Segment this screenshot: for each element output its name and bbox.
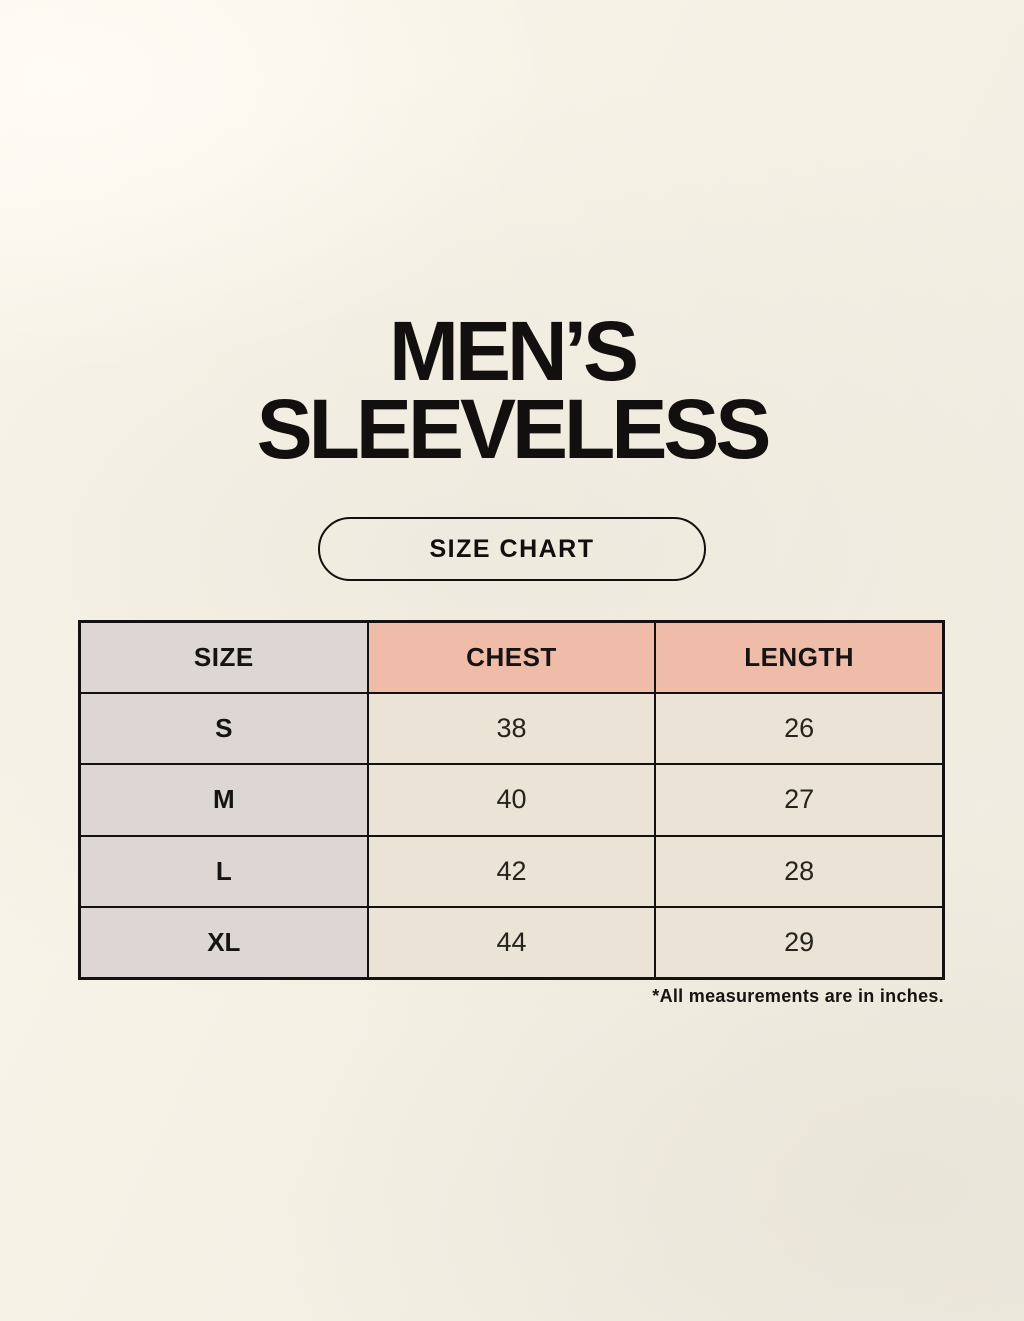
column-header-chest: CHEST [368, 623, 655, 693]
chest-value-l: 42 [368, 836, 655, 906]
size-label-s: S [81, 694, 367, 764]
size-label-m: M [81, 765, 367, 835]
length-value-m: 27 [656, 765, 942, 835]
length-value-s: 26 [656, 694, 942, 764]
size-chart-badge-label: SIZE CHART [429, 534, 595, 563]
page-title: MEN’S SLEEVELESS [0, 304, 1024, 476]
length-value-xl: 29 [656, 907, 942, 977]
length-value-l: 28 [656, 836, 942, 906]
chest-value-xl: 44 [368, 907, 655, 977]
page-title-line1: MEN’S [388, 304, 639, 398]
column-header-size: SIZE [81, 623, 367, 693]
size-chart-badge: SIZE CHART [318, 517, 706, 581]
size-label-xl: XL [81, 907, 367, 977]
size-label-l: L [81, 836, 367, 906]
column-header-length: LENGTH [656, 623, 942, 693]
chest-value-s: 38 [368, 694, 655, 764]
chest-value-m: 40 [368, 765, 655, 835]
size-chart-table: SIZE CHEST LENGTH S 38 26 M 40 27 L 42 2… [78, 620, 945, 980]
measurements-footnote: *All measurements are in inches. [652, 986, 944, 1006]
page-title-line2: SLEEVELESS [256, 382, 772, 476]
